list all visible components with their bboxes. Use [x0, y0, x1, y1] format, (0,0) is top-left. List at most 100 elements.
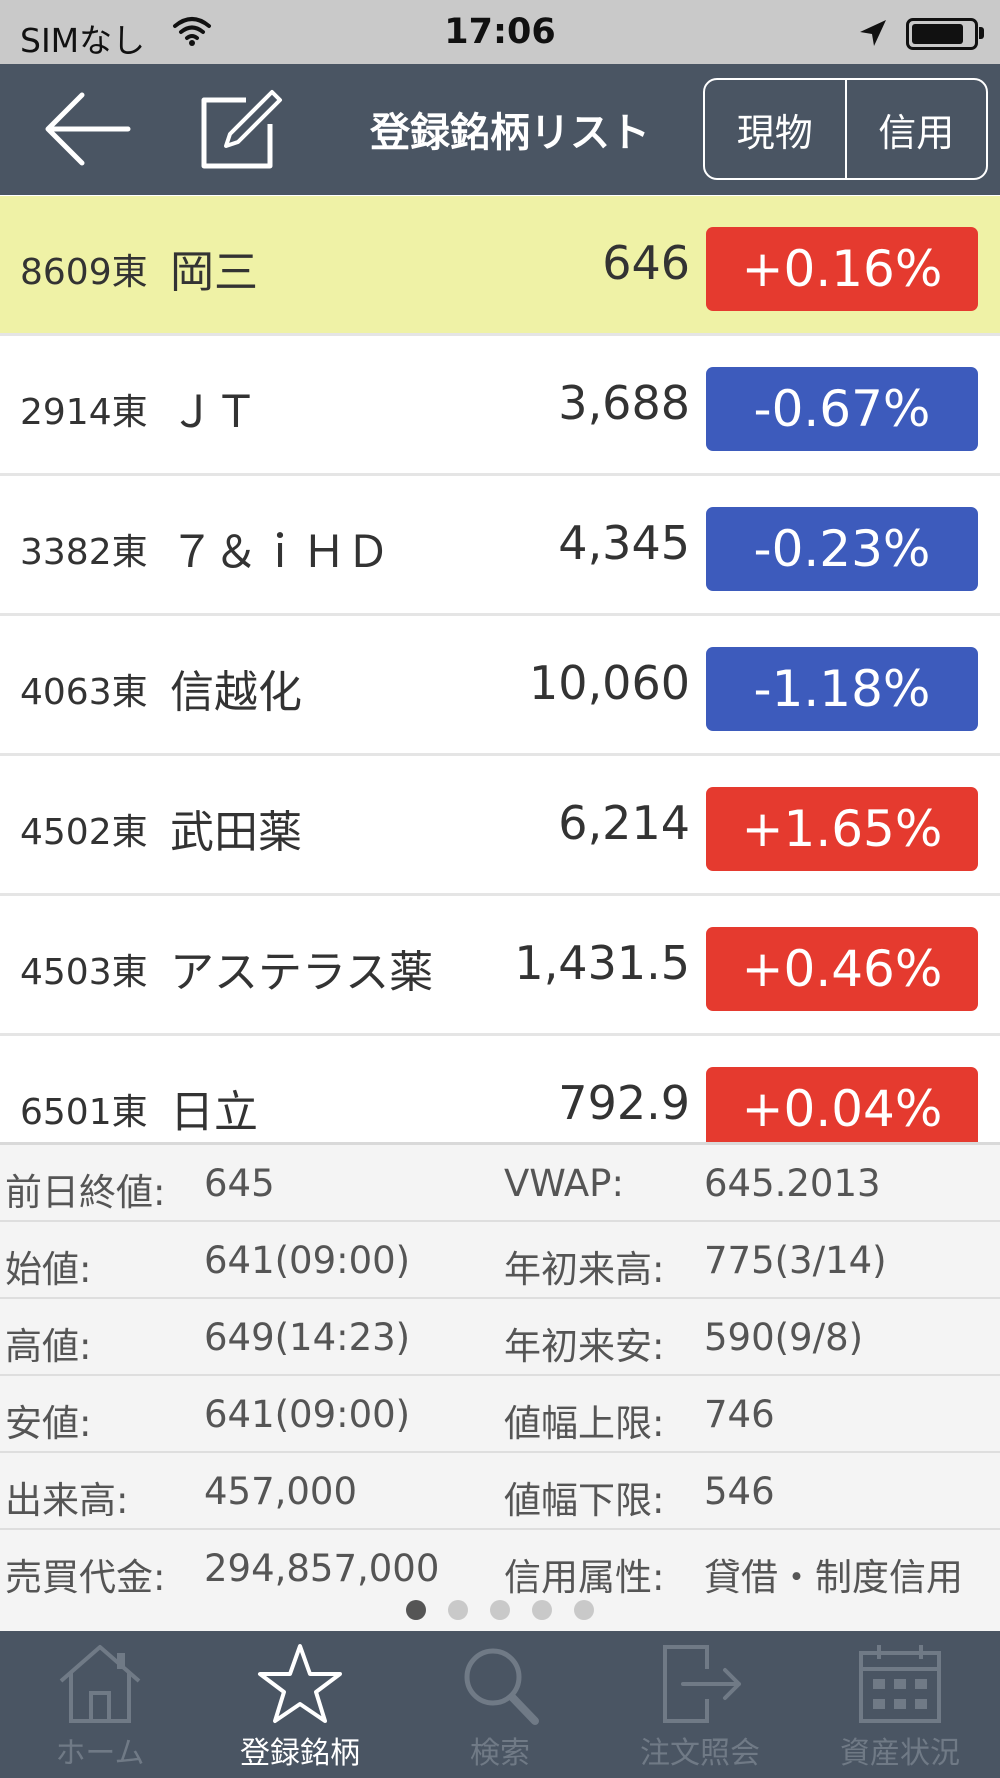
stock-code: 3382東: [20, 532, 148, 573]
detail-label: 年初来高:: [504, 1248, 665, 1291]
stock-code: 4503東: [20, 952, 148, 993]
detail-label: VWAP:: [504, 1162, 624, 1205]
page-indicator: [0, 1600, 1000, 1620]
stock-name: 武田薬: [170, 807, 302, 858]
stock-price: 792.9: [558, 1076, 690, 1130]
change-badge: +1.65%: [706, 787, 978, 871]
stock-row[interactable]: 8609東 岡三 646 +0.16%: [0, 196, 1000, 336]
stock-row[interactable]: 3382東 ７＆ｉＨＤ 4,345 -0.23%: [0, 476, 1000, 616]
status-bar: SIMなし 17:06: [0, 0, 1000, 64]
detail-value: 457,000: [204, 1470, 358, 1513]
detail-row: 高値: 649(14:23) 年初来安: 590(9/8): [0, 1299, 1000, 1376]
page-dot[interactable]: [490, 1600, 510, 1620]
battery-tip: [979, 27, 984, 39]
segment-genbutsu[interactable]: 現物: [736, 110, 813, 155]
stock-name: 岡三: [170, 247, 258, 298]
detail-value: 645: [204, 1162, 275, 1205]
tab-label: 資産状況: [840, 1736, 960, 1771]
watchlist: 8609東 岡三 646 +0.16% 2914東 ＪＴ 3,688 -0.67…: [0, 196, 1000, 1142]
detail-value: 546: [704, 1470, 775, 1513]
detail-value: 746: [704, 1393, 775, 1436]
change-badge: +0.04%: [706, 1067, 978, 1142]
segment-shinyou[interactable]: 信用: [844, 80, 987, 178]
tab-order-inquiry[interactable]: 注文照会: [600, 1631, 800, 1778]
detail-label: 出来高:: [5, 1479, 129, 1522]
detail-value: 641(09:00): [204, 1239, 411, 1282]
stock-name: 日立: [170, 1087, 258, 1138]
detail-label: 売買代金:: [5, 1556, 166, 1599]
change-badge: -0.23%: [706, 507, 978, 591]
clock: 17:06: [444, 12, 556, 52]
detail-label: 年初来安:: [504, 1325, 665, 1368]
page-dot[interactable]: [448, 1600, 468, 1620]
stock-code: 4502東: [20, 812, 148, 853]
battery-icon: [906, 18, 978, 50]
detail-value: 590(9/8): [704, 1316, 864, 1359]
detail-row: 売買代金: 294,857,000 信用属性: 貸借・制度信用: [0, 1530, 1000, 1607]
order-inquiry-icon: [663, 1645, 741, 1723]
stock-code: 6501東: [20, 1092, 148, 1133]
location-arrow-icon: [860, 20, 886, 46]
stock-row[interactable]: 4503東 アステラス薬 1,431.5 +0.46%: [0, 896, 1000, 1036]
detail-row: 安値: 641(09:00) 値幅上限: 746: [0, 1376, 1000, 1453]
stock-name: アステラス薬: [170, 947, 434, 998]
tab-bar: ホーム 登録銘柄 検索 注文照会 資産状況: [0, 1631, 1000, 1778]
stock-code: 8609東: [20, 252, 148, 293]
wifi-icon: [173, 17, 211, 46]
detail-value: 貸借・制度信用: [704, 1556, 963, 1599]
back-arrow-icon[interactable]: [42, 86, 132, 172]
stock-row[interactable]: 2914東 ＪＴ 3,688 -0.67%: [0, 336, 1000, 476]
detail-label: 前日終値:: [5, 1171, 166, 1214]
calendar-icon: [859, 1645, 941, 1723]
change-badge: -0.67%: [706, 367, 978, 451]
stock-price: 10,060: [529, 656, 690, 710]
detail-value: 775(3/14): [704, 1239, 887, 1282]
detail-value: 649(14:23): [204, 1316, 411, 1359]
detail-label: 値幅上限:: [504, 1402, 665, 1445]
page-title: 登録銘柄リスト: [370, 110, 650, 156]
detail-value: 294,857,000: [204, 1547, 440, 1590]
tab-label: ホーム: [55, 1736, 145, 1771]
tab-home[interactable]: ホーム: [0, 1631, 200, 1778]
tab-watchlist[interactable]: 登録銘柄: [200, 1631, 400, 1778]
stock-price: 646: [602, 236, 690, 290]
edit-icon[interactable]: [198, 84, 284, 174]
stock-price: 4,345: [558, 516, 690, 570]
change-badge: -1.18%: [706, 647, 978, 731]
stock-row[interactable]: 4063東 信越化 10,060 -1.18%: [0, 616, 1000, 756]
stock-price: 6,214: [558, 796, 690, 850]
detail-label: 安値:: [5, 1402, 92, 1445]
detail-row: 前日終値: 645 VWAP: 645.2013: [0, 1145, 1000, 1222]
detail-label: 信用属性:: [504, 1556, 665, 1599]
change-badge: +0.16%: [706, 227, 978, 311]
stock-price: 3,688: [558, 376, 690, 430]
tab-search[interactable]: 検索: [400, 1631, 600, 1778]
tab-label: 登録銘柄: [240, 1736, 360, 1771]
stock-row[interactable]: 4502東 武田薬 6,214 +1.65%: [0, 756, 1000, 896]
navigation-bar: 登録銘柄リスト 現物 信用: [0, 64, 1000, 195]
stock-code: 4063東: [20, 672, 148, 713]
page-dot[interactable]: [574, 1600, 594, 1620]
detail-value: 641(09:00): [204, 1393, 411, 1436]
star-icon: [258, 1644, 342, 1723]
stock-price: 1,431.5: [514, 936, 690, 990]
page-dot[interactable]: [532, 1600, 552, 1620]
detail-value: 645.2013: [704, 1162, 881, 1205]
detail-label: 高値:: [5, 1325, 92, 1368]
stock-code: 2914東: [20, 392, 148, 433]
search-icon: [464, 1648, 539, 1725]
detail-label: 値幅下限:: [504, 1479, 665, 1522]
detail-row: 出来高: 457,000 値幅下限: 546: [0, 1453, 1000, 1530]
tab-label: 検索: [470, 1736, 530, 1771]
detail-row: 始値: 641(09:00) 年初来高: 775(3/14): [0, 1222, 1000, 1299]
battery-level: [912, 24, 963, 44]
segmented-control: 現物 信用: [703, 78, 988, 180]
stock-name: 信越化: [170, 667, 302, 718]
stock-name: ＪＴ: [170, 387, 258, 438]
tab-assets[interactable]: 資産状況: [800, 1631, 1000, 1778]
stock-row[interactable]: 6501東 日立 792.9 +0.04%: [0, 1036, 1000, 1142]
home-icon: [59, 1645, 141, 1723]
change-badge: +0.46%: [706, 927, 978, 1011]
page-dot[interactable]: [406, 1600, 426, 1620]
detail-label: 始値:: [5, 1248, 92, 1291]
